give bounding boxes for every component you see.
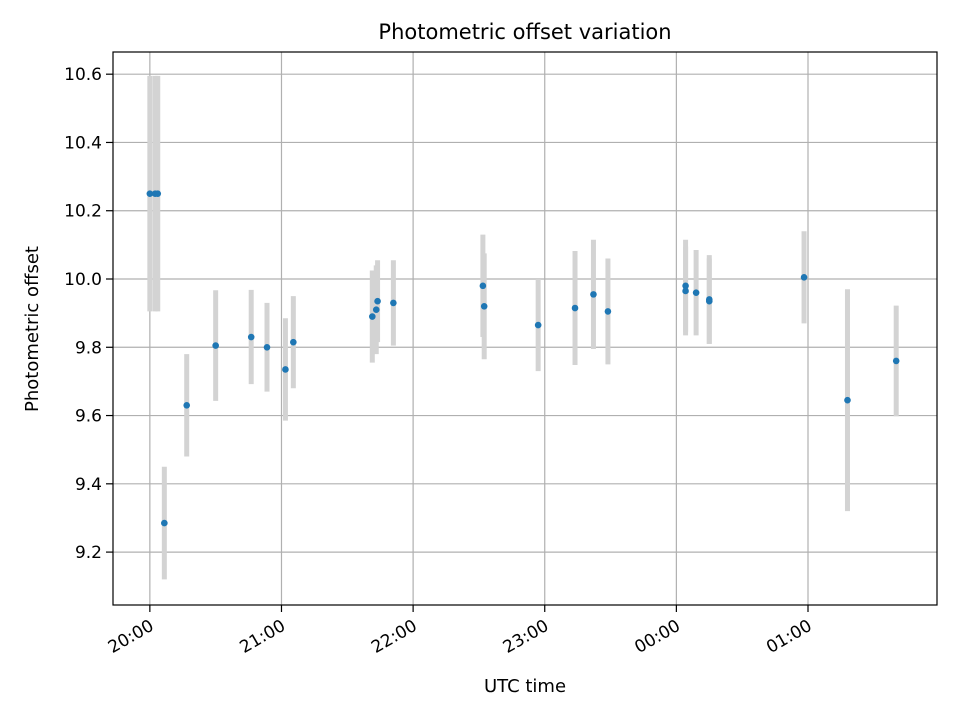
data-point — [183, 402, 191, 409]
x-axis-label: UTC time — [484, 676, 566, 697]
data-point — [161, 519, 168, 527]
data-point — [692, 289, 700, 296]
data-point — [480, 303, 488, 310]
data-point — [534, 321, 542, 329]
data-point — [604, 308, 612, 315]
y-axis-ticks: 9.2 9.4 9.6 9.8 10.0 10.2 10.4 10.6 — [64, 65, 113, 563]
y-tick-label: 10.6 — [64, 65, 102, 85]
data-point — [154, 190, 162, 197]
y-tick-label: 9.2 — [75, 543, 102, 563]
data-point — [282, 366, 289, 373]
data-point — [212, 342, 219, 349]
y-tick-label: 9.4 — [75, 475, 102, 495]
y-tick-label: 10.0 — [64, 270, 102, 290]
y-tick-label: 9.6 — [75, 407, 102, 427]
data-point — [146, 190, 154, 197]
data-point — [247, 333, 255, 341]
data-point — [390, 299, 397, 307]
plot-frame — [112, 51, 938, 606]
data-point — [682, 287, 689, 295]
data-point — [369, 313, 376, 320]
y-tick-label: 10.4 — [64, 133, 102, 153]
data-point — [590, 291, 597, 298]
chart-title: Photometric offset variation — [378, 20, 671, 44]
data-point — [844, 396, 851, 404]
data-point — [290, 338, 297, 346]
grid-layer — [113, 52, 937, 605]
y-tick-label: 9.8 — [75, 338, 102, 358]
point-layer — [146, 190, 900, 527]
data-point — [374, 297, 381, 305]
data-point — [800, 273, 808, 281]
data-point — [682, 282, 689, 290]
data-point — [892, 357, 900, 365]
data-point — [705, 297, 713, 305]
data-point — [372, 306, 380, 314]
data-point — [479, 282, 487, 290]
data-point — [263, 343, 271, 351]
y-tick-label: 10.2 — [64, 202, 102, 222]
data-point — [571, 304, 579, 312]
y-axis-label: Photometric offset — [22, 246, 43, 412]
